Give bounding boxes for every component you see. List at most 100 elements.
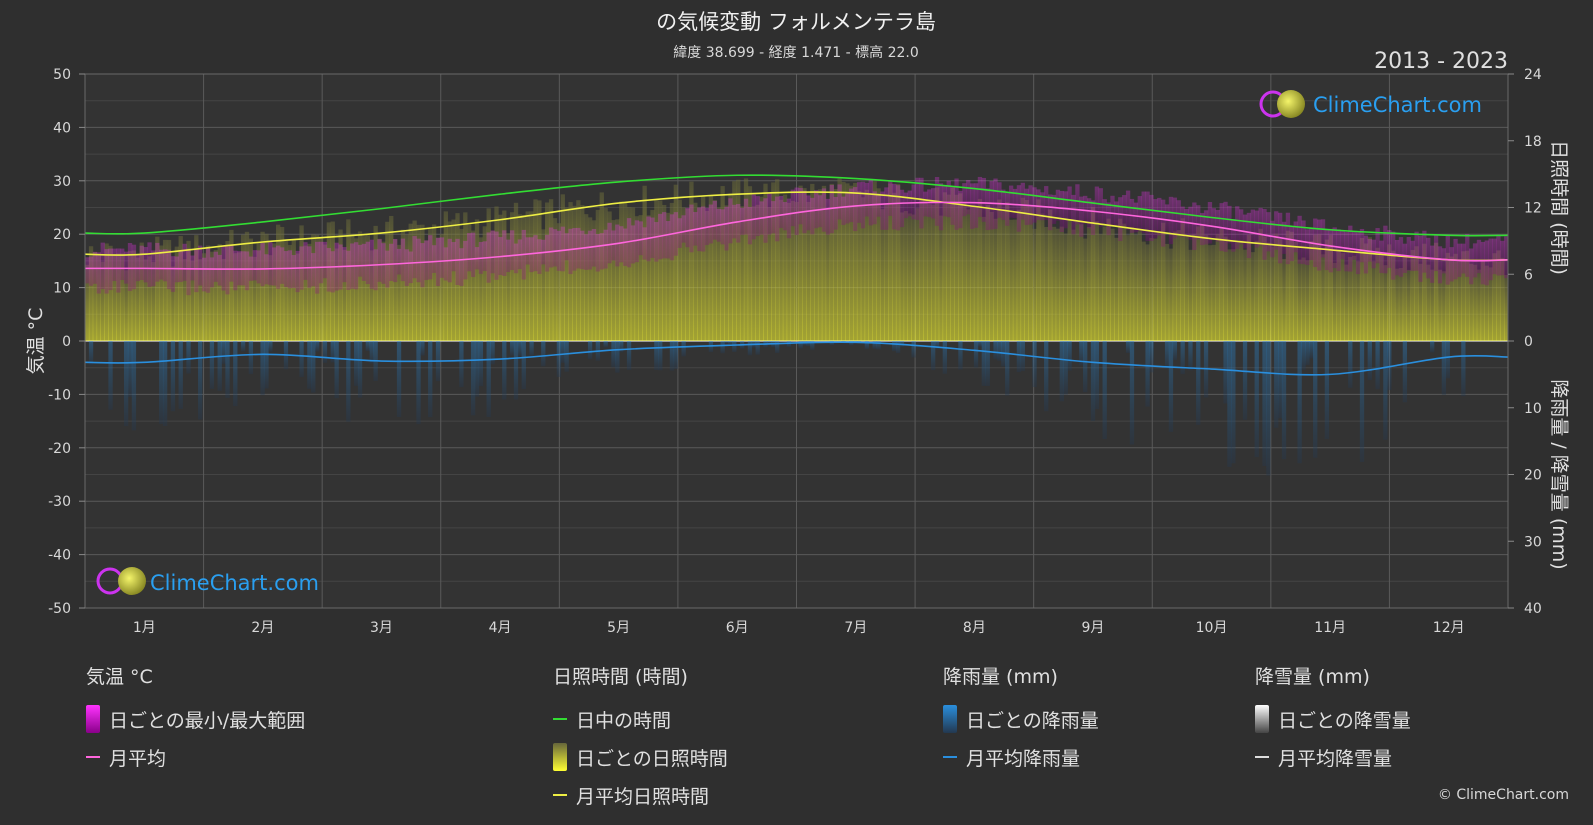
- daily-temp-range-bar: [1161, 199, 1166, 247]
- daily-sunshine-bar: [1340, 253, 1345, 341]
- daily-rain-bar: [997, 341, 1002, 361]
- daily-sunshine-bar: [969, 206, 975, 341]
- daily-rain-bar: [798, 341, 803, 349]
- daily-sunshine-bar: [985, 205, 990, 341]
- daily-rain-bar: [1188, 341, 1193, 371]
- daily-sunshine-bar: [1375, 247, 1380, 341]
- daily-temp-range-bar: [790, 189, 795, 227]
- daily-temp-range-bar: [619, 226, 624, 263]
- daily-sunshine-bar: [759, 196, 764, 341]
- daily-temp-range-bar: [1266, 212, 1271, 252]
- logo-top-right[interactable]: ClimeChart.com: [1259, 90, 1482, 118]
- daily-rain-bar: [1125, 341, 1131, 354]
- daily-sunshine-bar: [724, 205, 729, 341]
- daily-temp-range-bar: [1246, 212, 1252, 259]
- daily-sunshine-bar: [736, 179, 741, 341]
- rain-avg-line: [84, 341, 1509, 376]
- daily-rain-bar: [178, 341, 183, 409]
- daily-sunshine-bar: [931, 204, 936, 341]
- daily-sunshine-bar: [872, 181, 877, 341]
- daily-temp-range-bar: [1036, 189, 1041, 221]
- x-tick-label: 2月: [251, 620, 274, 636]
- daily-rain-bar: [1083, 341, 1088, 393]
- daily-temp-range-bar: [1465, 233, 1470, 277]
- daily-rain-bar: [720, 341, 725, 354]
- daily-sunshine-bar: [576, 200, 581, 341]
- bar-swatch-icon: [1255, 705, 1269, 733]
- daily-sunshine-bar: [1235, 242, 1240, 341]
- daily-sunshine-bar: [108, 245, 113, 341]
- daily-temp-range-bar: [942, 186, 947, 217]
- daily-temp-range-bar: [272, 247, 277, 286]
- daily-temp-range-bar: [455, 238, 460, 285]
- daily-temp-range-bar: [1297, 215, 1302, 264]
- daily-sunshine-bar: [1274, 233, 1279, 341]
- daily-sunshine-bar: [1305, 260, 1310, 341]
- daily-rain-bar: [1461, 341, 1466, 397]
- daily-temp-range-bar: [513, 243, 519, 274]
- y-left-tick-label: -50: [48, 601, 71, 617]
- daily-sunshine-bar: [1005, 202, 1010, 341]
- daily-temp-range-bar: [1200, 212, 1205, 246]
- x-tick-label: 12月: [1433, 620, 1465, 636]
- daily-sunshine-bar: [977, 198, 983, 341]
- daily-rain-bar: [1090, 341, 1096, 421]
- daily-sunshine-bar: [357, 231, 363, 341]
- daily-bars: [85, 176, 1509, 476]
- daily-sunshine-bar: [303, 245, 308, 341]
- daily-rain-bar: [1281, 341, 1287, 460]
- period-label: 2013 - 2023: [1374, 49, 1508, 74]
- daily-sunshine-bar: [638, 215, 643, 341]
- daily-temp-range-bar: [494, 231, 499, 280]
- daily-sunshine-bar: [704, 210, 710, 341]
- daily-rain-bar: [911, 341, 916, 358]
- y-right-tick-label: 0: [1524, 334, 1533, 350]
- daily-rain-bar: [728, 341, 733, 345]
- logo-sun-icon: [1277, 90, 1305, 118]
- daily-sunshine-bar: [630, 207, 636, 341]
- daily-temp-range-bar: [361, 243, 367, 281]
- daily-rain-bar: [1129, 341, 1135, 445]
- daily-temp-range-bar: [1016, 185, 1022, 232]
- daily-sunshine-bar: [392, 239, 398, 341]
- logo-bottom-left[interactable]: ClimeChart.com: [96, 567, 319, 595]
- daily-sunshine-bar: [279, 226, 285, 341]
- x-tick-label: 10月: [1196, 620, 1228, 636]
- daily-sunshine-bar: [595, 209, 601, 341]
- daily-rain-bar: [209, 341, 215, 389]
- daily-temp-range-bar: [786, 198, 792, 239]
- daily-temp-range-bar: [1215, 209, 1220, 242]
- x-tick-label: 9月: [1081, 620, 1104, 636]
- daily-sunshine-bar: [1145, 244, 1150, 341]
- daily-sunshine-bar: [1016, 209, 1022, 341]
- daily-sunshine-bar: [981, 216, 986, 341]
- daily-rain-bar: [724, 341, 729, 344]
- daily-temp-range-bar: [1086, 198, 1092, 229]
- daily-temp-range-bar: [225, 246, 230, 295]
- daily-sunshine-bar: [833, 188, 838, 341]
- daily-temp-range-bar: [431, 245, 437, 273]
- daily-temp-range-bar: [853, 187, 858, 232]
- daily-sunshine-bar: [1277, 239, 1283, 341]
- daily-sunshine-bar: [237, 252, 242, 341]
- daily-temp-range-bar: [424, 240, 429, 281]
- daily-rain-bar: [1032, 341, 1037, 388]
- daily-sunshine-bar: [1028, 206, 1033, 341]
- daily-sunshine-bar: [451, 219, 456, 341]
- daily-sunshine-bar: [490, 230, 495, 341]
- daily-temp-range-bar: [1118, 197, 1123, 242]
- y-left-axis-label: 気温 °C: [25, 308, 47, 375]
- daily-temp-range-bar: [1137, 196, 1142, 232]
- daily-sunshine-bar: [903, 211, 909, 341]
- daily-rain-bar: [876, 341, 881, 350]
- daily-rain-bar: [108, 341, 113, 410]
- daily-sunshine-bar: [365, 235, 370, 341]
- daylight-line: [84, 174, 1509, 237]
- daily-temp-range-bar: [1196, 205, 1201, 240]
- daily-temp-range-bar: [1500, 240, 1505, 276]
- daily-temp-range-bar: [1258, 207, 1263, 246]
- daily-sunshine-bar: [798, 185, 803, 341]
- daily-rain-bar: [1277, 341, 1283, 419]
- daily-temp-range-bar: [143, 247, 148, 283]
- daily-temp-range-bar: [1383, 225, 1388, 274]
